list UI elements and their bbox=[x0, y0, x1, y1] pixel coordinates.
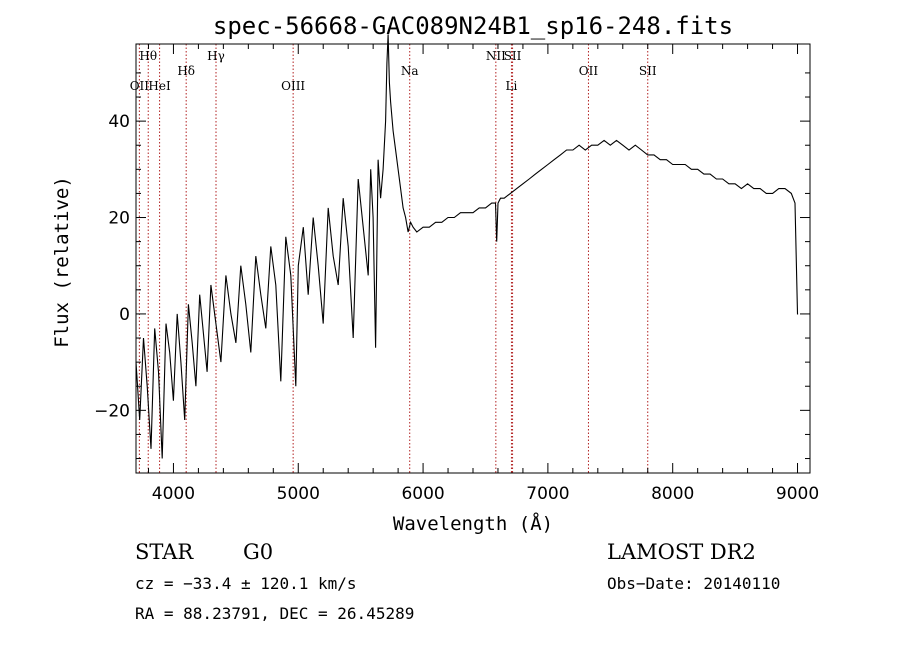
marker-label: SII bbox=[639, 64, 657, 78]
observation-date: Obs−Date: 20140110 bbox=[607, 574, 781, 593]
marker-label: SII bbox=[504, 49, 522, 63]
y-tick-label: −20 bbox=[94, 401, 130, 421]
object-subclass: G0 bbox=[243, 540, 274, 564]
y-axis-label: Flux (relative) bbox=[51, 176, 73, 348]
x-tick-label: 7000 bbox=[526, 484, 569, 504]
marker-label: OII bbox=[130, 79, 150, 93]
x-axis: 4000 5000 6000 7000 8000 9000 bbox=[147, 44, 819, 504]
x-tick-label: 5000 bbox=[277, 484, 320, 504]
x-tick-label: 4000 bbox=[152, 484, 195, 504]
redshift-velocity: cz = −33.4 ± 120.1 km/s bbox=[135, 574, 357, 593]
marker-label: HeI bbox=[148, 79, 171, 93]
marker-label: Hθ bbox=[139, 49, 157, 63]
object-class: STAR bbox=[135, 540, 194, 564]
marker-label: NII bbox=[486, 49, 506, 63]
marker-label: Hδ bbox=[177, 64, 195, 78]
y-tick-label: 0 bbox=[119, 305, 130, 325]
chart-title: spec-56668-GAC089N24B1_sp16-248.fits bbox=[213, 12, 733, 40]
marker-label: Na bbox=[401, 64, 419, 78]
spectrum-series bbox=[135, 34, 799, 459]
spectrum-line bbox=[135, 34, 799, 459]
marker-label: Hγ bbox=[207, 49, 225, 63]
marker-label: Li bbox=[506, 79, 518, 93]
survey-name: LAMOST DR2 bbox=[607, 540, 756, 564]
y-axis: −20 0 20 40 bbox=[94, 72, 810, 460]
x-tick-label: 9000 bbox=[776, 484, 819, 504]
plot-frame bbox=[135, 43, 811, 474]
x-tick-label: 8000 bbox=[651, 484, 694, 504]
y-tick-label: 40 bbox=[108, 112, 130, 132]
marker-label: OIII bbox=[281, 79, 305, 93]
x-tick-label: 6000 bbox=[401, 484, 444, 504]
y-tick-label: 20 bbox=[108, 209, 130, 229]
x-axis-label: Wavelength (Å) bbox=[393, 512, 553, 535]
sky-coordinates: RA = 88.23791, DEC = 26.45289 bbox=[135, 604, 415, 623]
marker-label: OII bbox=[579, 64, 599, 78]
